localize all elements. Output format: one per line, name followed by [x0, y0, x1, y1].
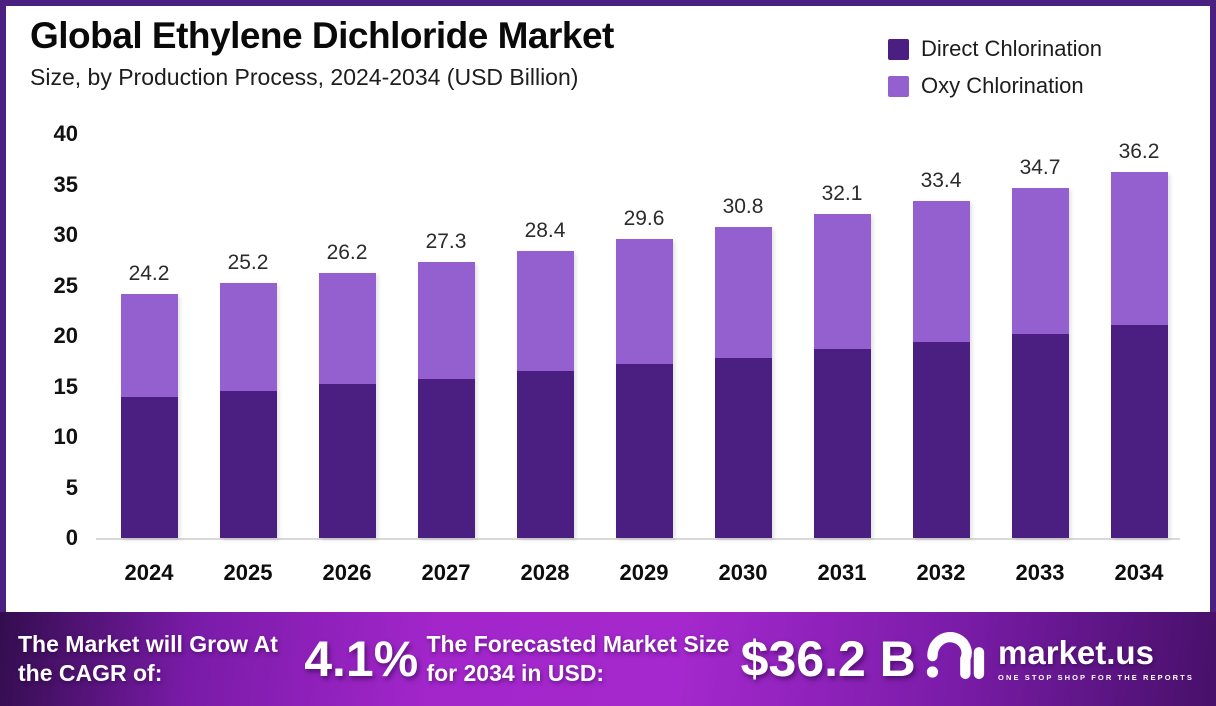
logo-name: market.us — [998, 634, 1154, 671]
footer-banner: The Market will Grow At the CAGR of: 4.1… — [0, 612, 1216, 706]
logo-tagline: ONE STOP SHOP FOR THE REPORTS — [998, 673, 1194, 682]
x-axis-label: 2029 — [619, 560, 669, 585]
segment-oxy-chlorination — [1011, 187, 1069, 334]
stacked-bar-2029 — [615, 239, 673, 538]
x-axis-label: 2032 — [916, 560, 966, 585]
stacked-bar-2034 — [1110, 172, 1168, 538]
segment-oxy-chlorination — [1110, 172, 1168, 325]
x-axis-label: 2025 — [223, 560, 273, 585]
segment-direct-chlorination — [120, 396, 178, 538]
stacked-bar-2026 — [318, 273, 376, 538]
segment-direct-chlorination — [912, 342, 970, 538]
y-tick-label: 25 — [53, 272, 78, 298]
bar-value-label: 33.4 — [920, 168, 962, 192]
stacked-bar-2033 — [1011, 187, 1069, 538]
plot-area: 0 5 10 15 20 25 30 35 40 24.2 2024 25.2 2025 26.2 2026… — [0, 116, 1216, 600]
legend-item-direct-chlorination: Direct Chlorination — [888, 36, 1102, 62]
segment-direct-chlorination — [714, 358, 772, 538]
segment-oxy-chlorination — [120, 293, 178, 397]
bar-value-label: 29.6 — [623, 207, 665, 231]
x-axis-label: 2033 — [1015, 560, 1065, 585]
x-axis-label: 2028 — [520, 560, 570, 585]
bar-value-label: 34.7 — [1019, 155, 1061, 179]
segment-oxy-chlorination — [813, 213, 871, 350]
segment-direct-chlorination — [1110, 324, 1168, 538]
segment-direct-chlorination — [318, 384, 376, 538]
forecast-value: $36.2 B — [740, 631, 916, 687]
stacked-bar-2031 — [813, 213, 871, 538]
segment-oxy-chlorination — [219, 283, 277, 391]
marketus-logo-icon — [924, 628, 986, 691]
stacked-bar-2024 — [120, 293, 178, 538]
logo-text-block: market.us ONE STOP SHOP FOR THE REPORTS — [998, 636, 1194, 682]
legend-item-oxy-chlorination: Oxy Chlorination — [888, 73, 1102, 99]
stacked-bar-2030 — [714, 226, 772, 538]
y-tick-label: 30 — [53, 222, 78, 247]
legend-label: Oxy Chlorination — [921, 73, 1084, 98]
forecast-label: The Forecasted Market Size for 2034 in U… — [426, 631, 730, 686]
bar-value-label: 25.2 — [227, 251, 269, 275]
legend-swatch-direct-icon — [888, 38, 909, 60]
y-tick-label: 40 — [53, 121, 78, 146]
y-tick-label: 15 — [53, 373, 78, 399]
legend-swatch-oxy-icon — [888, 75, 909, 97]
x-axis-label: 2031 — [817, 560, 867, 585]
chart-subtitle: Size, by Production Process, 2024-2034 (… — [30, 64, 579, 91]
segment-oxy-chlorination — [912, 200, 970, 343]
bar-value-label: 28.4 — [524, 219, 566, 243]
segment-oxy-chlorination — [615, 239, 673, 365]
segment-direct-chlorination — [516, 371, 574, 538]
bar-value-label: 32.1 — [821, 181, 863, 205]
legend: Direct Chlorination Oxy Chlorination — [888, 36, 1102, 99]
cagr-value: 4.1% — [304, 631, 419, 687]
stacked-bar-2025 — [219, 283, 277, 538]
bar-value-label: 24.2 — [128, 261, 170, 285]
x-axis-label: 2024 — [124, 560, 174, 585]
stacked-bar-2027 — [417, 262, 475, 538]
bar-value-label: 36.2 — [1118, 140, 1160, 164]
segment-oxy-chlorination — [417, 262, 475, 380]
cagr-label: The Market will Grow At the CAGR of: — [18, 631, 278, 686]
page-title: Global Ethylene Dichloride Market — [30, 15, 614, 56]
segment-direct-chlorination — [219, 390, 277, 538]
x-axis-line — [96, 538, 1180, 540]
segment-direct-chlorination — [417, 379, 475, 538]
y-tick-label: 5 — [65, 474, 78, 500]
segment-direct-chlorination — [615, 364, 673, 538]
x-axis-label: 2034 — [1114, 560, 1164, 585]
legend-label: Direct Chlorination — [921, 36, 1102, 61]
bar-value-label: 30.8 — [722, 194, 764, 218]
y-tick-label: 35 — [53, 171, 78, 197]
x-axis-label: 2030 — [718, 560, 768, 585]
y-tick-label: 0 — [65, 525, 78, 550]
segment-oxy-chlorination — [318, 273, 376, 385]
x-axis-label: 2027 — [421, 560, 471, 585]
y-tick-label: 20 — [53, 323, 78, 348]
y-tick-label: 10 — [53, 424, 78, 449]
segment-direct-chlorination — [1011, 333, 1069, 538]
segment-oxy-chlorination — [516, 251, 574, 372]
bar-value-label: 27.3 — [425, 230, 467, 254]
chart-header: Global Ethylene Dichloride Market Size, … — [30, 14, 614, 91]
segment-direct-chlorination — [813, 349, 871, 538]
segment-oxy-chlorination — [714, 226, 772, 359]
marketus-logo: market.us ONE STOP SHOP FOR THE REPORTS — [924, 628, 1194, 691]
x-axis-label: 2026 — [322, 560, 372, 585]
bar-value-label: 26.2 — [326, 241, 368, 265]
stacked-bar-2028 — [516, 251, 574, 538]
stacked-bar-2032 — [912, 200, 970, 538]
